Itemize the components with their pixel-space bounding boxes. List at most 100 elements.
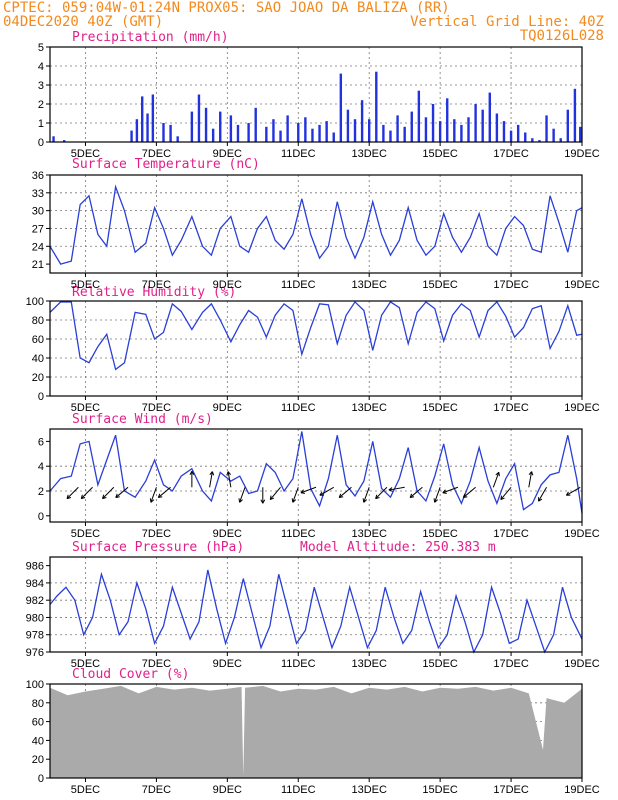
temp-panel: 21 24 27 30 33 36 5DEC 7DEC 9DEC 11DEC 13DEC 15DEC 1… xyxy=(32,170,600,291)
precip-xtick-label: 7DEC xyxy=(142,148,171,160)
pres-xtick-label: 13DEC xyxy=(351,658,387,670)
precip-bar xyxy=(204,107,208,142)
wind-arrow-shaft xyxy=(492,472,500,488)
precip-bar xyxy=(488,92,491,142)
precip-ytick-label: 1 xyxy=(38,118,44,130)
precip-ytick-label: 0 xyxy=(38,137,44,149)
precip-xtick-label: 11DEC xyxy=(281,148,316,160)
precip-bar xyxy=(236,124,240,142)
wind-arrow-head xyxy=(434,499,438,503)
rh-ytick-label: 0 xyxy=(38,391,44,403)
temp-xtick-label: 15DEC xyxy=(422,279,458,291)
precip-ytick-label: 4 xyxy=(38,61,44,73)
rh-xtick-label: 9DEC xyxy=(213,402,242,414)
temp-ytick-label: 33 xyxy=(32,188,44,200)
wind-arrow xyxy=(362,487,370,503)
precip-bar xyxy=(467,117,470,142)
wind-arrow-head xyxy=(442,489,446,494)
rh-xtick-label: 11DEC xyxy=(281,402,316,414)
temp-line xyxy=(49,184,583,265)
wind-xtick-label: 9DEC xyxy=(213,528,242,540)
temp-ytick-label: 36 xyxy=(32,170,44,182)
precip-bar xyxy=(545,115,548,142)
temp-xtick-label: 7DEC xyxy=(142,279,171,291)
rh-xtick-label: 19DEC xyxy=(564,402,600,414)
wind-arrow-head xyxy=(498,472,500,477)
precip-bar xyxy=(197,94,201,142)
cloud-panel: 0 20 40 60 80 100 5DEC 7DEC 9DEC 11DEC 13DEC 15DEC 1… xyxy=(26,679,600,796)
cloud-ytick-label: 40 xyxy=(32,735,44,747)
temp-xtick-label: 17DEC xyxy=(493,279,529,291)
rh-xtick-label: 17DEC xyxy=(493,402,529,414)
precip-bar xyxy=(389,130,392,142)
wind-arrow-head xyxy=(500,495,503,500)
pres-ytick-label: 982 xyxy=(26,595,44,607)
header-grid-line: Vertical Grid Line: 40Z xyxy=(410,14,604,30)
precip-bar xyxy=(151,94,155,142)
wind-arrow-head xyxy=(531,471,534,476)
wind-arrow-head xyxy=(102,496,107,500)
wind-arrow-head xyxy=(362,498,365,503)
wind-arrow-head xyxy=(102,494,105,499)
wind-panel: 0 2 4 6 5DEC 7DEC 9DEC 11DEC 13DEC 15DEC 17DEC 19DE… xyxy=(38,428,600,540)
cloud-ytick-label: 60 xyxy=(32,717,44,729)
wind-arrow xyxy=(492,471,500,488)
cloud-xtick-label: 5DEC xyxy=(71,784,100,796)
rh-panel: 0 20 40 60 80 100 5DEC 7DEC 9DEC 11DEC 13DEC 15DEC 1… xyxy=(26,296,600,414)
wind-arrow xyxy=(375,486,388,500)
precip-xtick-label: 17DEC xyxy=(493,148,529,160)
precip-xtick-label: 19DEC xyxy=(564,148,600,160)
wind-arrow xyxy=(338,486,352,499)
wind-ytick-label: 2 xyxy=(38,486,44,498)
wind-arrow-shaft xyxy=(388,486,405,491)
pres-ytick-label: 984 xyxy=(26,578,44,590)
precip-bar xyxy=(229,115,233,142)
precip-bar xyxy=(254,107,257,142)
precip-bar xyxy=(509,130,513,142)
precip-bar xyxy=(332,132,335,142)
precip-bar xyxy=(446,98,449,142)
rh-xtick-label: 5DEC xyxy=(71,402,100,414)
pres-ytick-label: 980 xyxy=(26,612,44,624)
wind-arrow-shaft xyxy=(80,486,93,499)
wind-arrow-head xyxy=(226,471,229,476)
wind-arrow xyxy=(300,486,317,494)
wind-arrow-shaft xyxy=(319,486,334,496)
wind-arrow-shaft xyxy=(463,486,476,498)
precip-bar xyxy=(396,115,399,142)
wind-arrow-head xyxy=(66,494,69,499)
wind-arrow-head xyxy=(292,499,297,503)
precip-bar xyxy=(279,130,282,142)
wind-arrow-head xyxy=(463,496,468,499)
wind-xtick-label: 5DEC xyxy=(71,528,100,540)
wind-arrow-shaft xyxy=(292,487,299,503)
wind-arrow xyxy=(238,487,246,503)
rh-ytick-label: 100 xyxy=(26,296,44,308)
precip-bar xyxy=(495,113,499,142)
wind-arrow-shaft xyxy=(375,486,388,499)
precip-bar xyxy=(474,104,477,142)
wind-arrow xyxy=(433,487,441,503)
wind-arrow-shaft xyxy=(363,487,370,503)
wind-arrow-head xyxy=(260,499,264,504)
precip-bar xyxy=(304,117,307,142)
wind-xtick-label: 7DEC xyxy=(142,528,171,540)
wind-arrow xyxy=(260,487,266,504)
wind-ytick-label: 0 xyxy=(38,511,44,523)
precip-bar xyxy=(382,124,385,142)
temp-xtick-label: 5DEC xyxy=(71,279,100,291)
precip-bar xyxy=(318,124,321,142)
wind-arrow-shaft xyxy=(566,486,581,496)
cloud-ytick-label: 80 xyxy=(32,698,44,710)
wind-arrow xyxy=(66,486,79,500)
wind-arrow-head xyxy=(338,493,342,498)
precip-bar xyxy=(579,126,582,142)
precip-bar xyxy=(375,71,378,142)
wind-arrow xyxy=(409,486,423,499)
pres-xtick-label: 5DEC xyxy=(71,658,100,670)
cloud-xtick-label: 9DEC xyxy=(213,784,242,796)
precip-xtick-label: 15DEC xyxy=(422,148,458,160)
cloud-ytick-label: 20 xyxy=(32,754,44,766)
wind-arrow-head xyxy=(500,497,505,501)
precip-bar xyxy=(265,126,268,142)
